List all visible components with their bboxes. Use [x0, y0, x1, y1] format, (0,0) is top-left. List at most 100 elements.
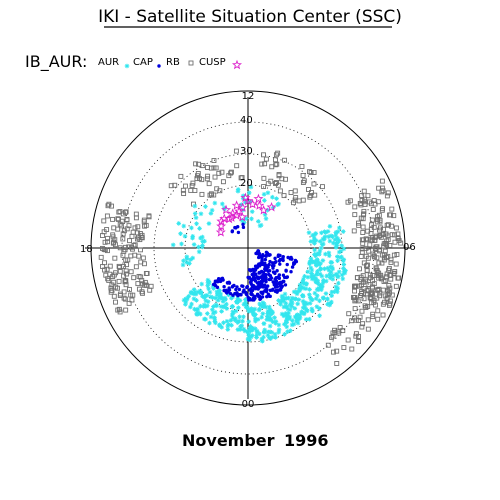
aur-point	[192, 203, 198, 209]
rb-point	[381, 257, 387, 263]
aur-point	[203, 298, 209, 303]
aur-point	[226, 322, 231, 327]
aur-point	[213, 320, 218, 326]
cap-point	[283, 283, 288, 287]
rb-point	[352, 204, 358, 210]
aur-point	[313, 278, 318, 284]
aur-point	[239, 202, 244, 207]
rb-point	[122, 296, 128, 302]
aur-point	[265, 311, 270, 316]
rb-point	[356, 266, 362, 272]
legend-marker-cusp	[232, 59, 242, 70]
cap-point	[233, 225, 237, 230]
rb-point	[334, 361, 340, 366]
rb-point	[383, 278, 389, 284]
aur-point	[283, 301, 289, 306]
aur-point	[215, 290, 220, 296]
cap-point	[257, 270, 262, 275]
aur-point	[284, 296, 290, 301]
aur-point	[340, 276, 346, 282]
aur-point	[212, 309, 218, 315]
aur-point	[315, 269, 320, 274]
aur-point	[221, 205, 227, 211]
rb-point	[376, 247, 382, 253]
rb-point	[189, 183, 195, 189]
aur-point	[254, 333, 259, 338]
aur-point	[207, 289, 213, 295]
rb-point	[259, 161, 265, 167]
aur-point	[236, 305, 241, 311]
aur-point	[291, 321, 297, 327]
hour-label-12: 12	[242, 91, 255, 102]
rb-point	[107, 263, 113, 269]
rb-point	[352, 315, 357, 321]
aur-point	[180, 262, 186, 268]
rb-point	[362, 201, 368, 207]
aur-point	[291, 289, 297, 295]
legend-marker-aur	[124, 63, 130, 69]
aur-point	[313, 276, 319, 282]
cusp-point	[221, 204, 232, 215]
rb-point	[356, 220, 361, 226]
rb-point	[368, 300, 374, 306]
aur-point	[314, 271, 320, 277]
cap-point	[286, 255, 290, 260]
aur-point	[330, 273, 336, 279]
aur-point	[337, 255, 343, 260]
aur-point	[261, 301, 267, 307]
rb-point	[332, 329, 338, 335]
aur-point	[207, 320, 212, 326]
aur-point	[200, 239, 206, 244]
aur-point	[268, 312, 274, 317]
rb-point	[375, 316, 381, 322]
rb-point	[100, 245, 105, 251]
aur-point	[290, 318, 295, 324]
aur-point	[246, 319, 252, 324]
aur-point	[335, 258, 340, 263]
rb-point	[370, 314, 376, 320]
cusp-point	[231, 200, 242, 210]
aur-point	[343, 268, 348, 273]
rb-point	[116, 278, 122, 284]
rb-point	[273, 157, 278, 163]
aur-point	[192, 211, 198, 216]
cap-point	[222, 285, 226, 289]
rb-point	[372, 201, 378, 207]
cap-point	[260, 295, 265, 299]
aur-point	[308, 296, 314, 302]
aur-point	[201, 302, 207, 308]
aur-point	[253, 318, 258, 324]
rb-point	[374, 214, 380, 220]
aur-point	[317, 313, 322, 318]
rb-point	[398, 240, 404, 246]
rb-point	[100, 264, 106, 269]
aur-point	[308, 239, 314, 244]
rb-point	[199, 177, 205, 183]
rb-point	[126, 244, 132, 250]
rb-point	[340, 328, 346, 334]
aur-point	[254, 328, 260, 334]
aur-point	[342, 270, 348, 276]
cusp-point	[227, 208, 238, 218]
aur-point	[215, 297, 221, 303]
rb-point	[366, 248, 372, 254]
rb-point	[261, 175, 267, 181]
radial-tick-30: 30	[240, 146, 253, 157]
aur-point	[243, 299, 248, 305]
rb-point	[392, 232, 397, 238]
aur-point	[285, 306, 291, 312]
rb-point	[129, 233, 135, 239]
aur-point	[315, 278, 320, 283]
cap-point	[222, 288, 226, 293]
rb-point	[325, 342, 331, 348]
cap-point	[213, 284, 218, 288]
cap-point	[264, 250, 269, 254]
rb-point	[135, 224, 141, 230]
rb-point	[220, 179, 226, 185]
rb-point	[357, 314, 363, 320]
rb-point	[363, 305, 369, 310]
cap-point	[237, 287, 242, 292]
rb-point	[395, 275, 401, 281]
hour-label-00: 00	[242, 399, 255, 410]
aur-point	[303, 282, 309, 287]
